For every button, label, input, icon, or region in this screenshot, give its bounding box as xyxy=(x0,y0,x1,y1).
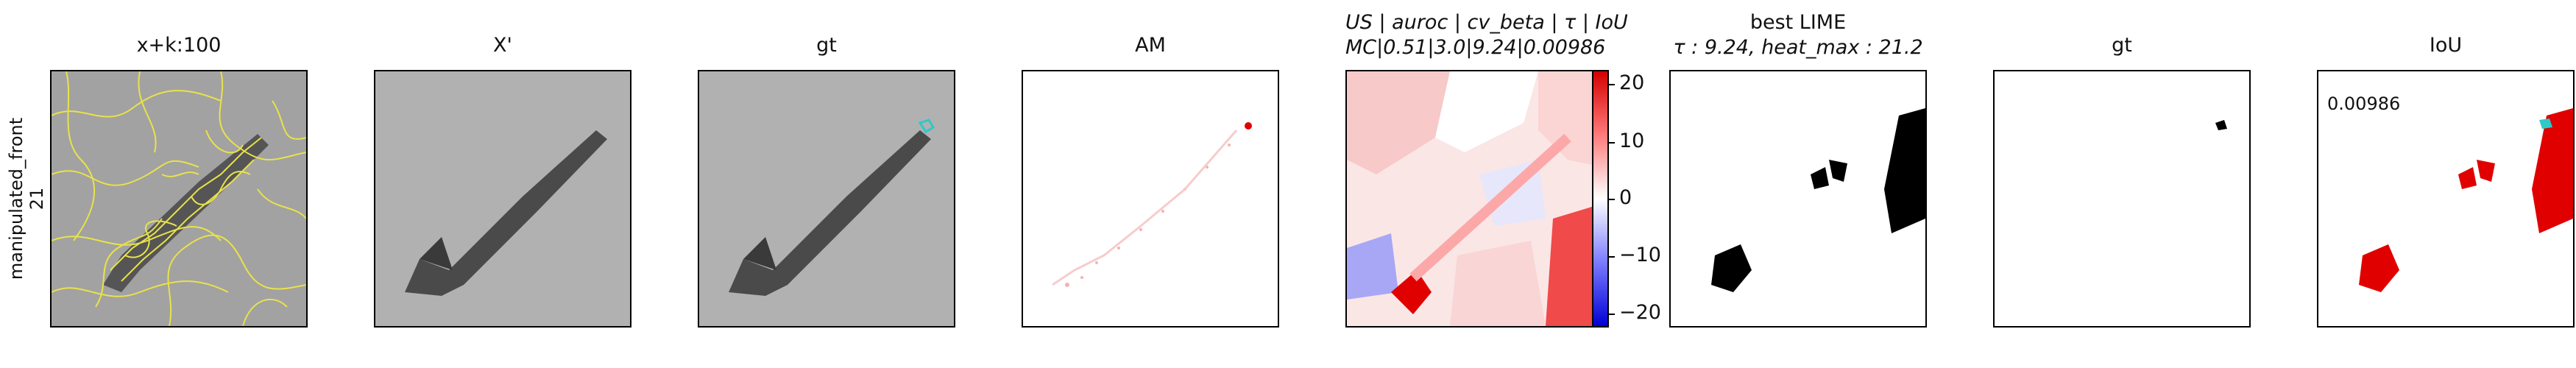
panel-6-title-line1: best LIME xyxy=(1749,11,1847,34)
panel-reconstruction-image xyxy=(374,70,631,328)
panel-8-title: IoU xyxy=(2429,34,2463,57)
panel-5-title-line1: US | auroc | cv_beta | τ | IoU xyxy=(1345,11,1628,34)
row-label-line2: 21 xyxy=(26,187,47,210)
panel-7-title: gt xyxy=(2112,34,2132,57)
colorbar-tickmark xyxy=(1609,142,1615,144)
panel-5-title: US | auroc | cv_beta | τ | IoU MC|0.51|3… xyxy=(1345,10,1628,60)
colorbar-tickmark xyxy=(1609,199,1615,200)
panel-4-title: AM xyxy=(1135,34,1166,57)
colorbar-tick-label: 10 xyxy=(1619,130,1645,152)
colorbar-tick-label: −20 xyxy=(1619,301,1661,324)
panel-us-heatmap xyxy=(1345,70,1603,328)
colorbar-tick-label: 20 xyxy=(1619,71,1645,94)
row-label-line1: manipulated_front xyxy=(6,117,26,280)
panel-3-title: gt xyxy=(816,34,837,57)
panel-ground-truth-mask xyxy=(1993,70,2251,328)
panel-anomaly-map xyxy=(1022,70,1279,328)
panel-6-title-line2: τ : 9.24, heat_max : 21.2 xyxy=(1673,36,1923,59)
row-label: manipulated_front 21 xyxy=(6,118,47,280)
colorbar-tickmark xyxy=(1609,84,1615,85)
colorbar-tickmark xyxy=(1609,256,1615,258)
panel-best-lime xyxy=(1669,70,1927,328)
colorbar xyxy=(1592,70,1609,328)
panel-segmented-image xyxy=(50,70,308,328)
panel-6-title: best LIME τ : 9.24, heat_max : 21.2 xyxy=(1669,10,1927,60)
colorbar-tickmark xyxy=(1609,314,1615,315)
panel-5-title-line2: MC|0.51|3.0|9.24|0.00986 xyxy=(1345,36,1606,59)
panel-ground-truth-overlay xyxy=(698,70,955,328)
colorbar-tick-label: 0 xyxy=(1619,186,1632,209)
colorbar-tick-label: −10 xyxy=(1619,244,1661,266)
panel-iou: 0.00986 xyxy=(2317,70,2575,328)
iou-value: 0.00986 xyxy=(2327,93,2401,114)
panel-2-title: X' xyxy=(493,34,512,57)
panel-1-title: x+k:100 xyxy=(136,34,222,57)
